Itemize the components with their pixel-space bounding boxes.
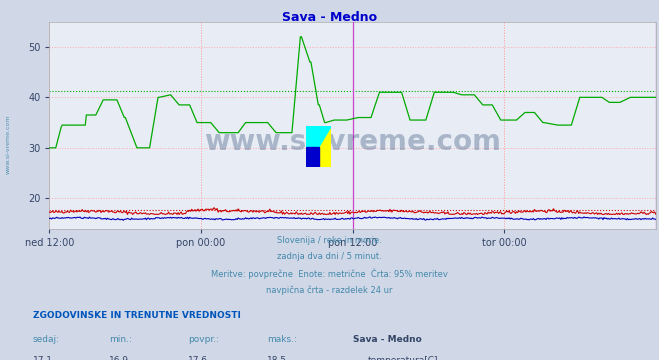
Text: 17,1: 17,1 — [33, 356, 53, 360]
Text: www.si-vreme.com: www.si-vreme.com — [5, 114, 11, 174]
Text: 17,6: 17,6 — [188, 356, 208, 360]
Text: navpična črta - razdelek 24 ur: navpična črta - razdelek 24 ur — [266, 285, 393, 295]
Text: maks.:: maks.: — [267, 335, 297, 344]
Text: Slovenija / reke in morje.: Slovenija / reke in morje. — [277, 236, 382, 245]
Text: sedaj:: sedaj: — [33, 335, 60, 344]
Text: www.si-vreme.com: www.si-vreme.com — [204, 128, 501, 156]
Text: 18,5: 18,5 — [267, 356, 287, 360]
Text: ZGODOVINSKE IN TRENUTNE VREDNOSTI: ZGODOVINSKE IN TRENUTNE VREDNOSTI — [33, 311, 241, 320]
Text: Meritve: povprečne  Enote: metrične  Črta: 95% meritev: Meritve: povprečne Enote: metrične Črta:… — [211, 269, 448, 279]
Text: Sava - Medno: Sava - Medno — [353, 335, 421, 344]
Polygon shape — [306, 147, 319, 167]
Text: temperatura[C]: temperatura[C] — [368, 356, 438, 360]
Text: 16,9: 16,9 — [109, 356, 129, 360]
Text: povpr.:: povpr.: — [188, 335, 219, 344]
Text: Sava - Medno: Sava - Medno — [282, 11, 377, 24]
Text: zadnja dva dni / 5 minut.: zadnja dva dni / 5 minut. — [277, 252, 382, 261]
Text: min.:: min.: — [109, 335, 132, 344]
Polygon shape — [306, 126, 331, 167]
Polygon shape — [306, 126, 331, 167]
